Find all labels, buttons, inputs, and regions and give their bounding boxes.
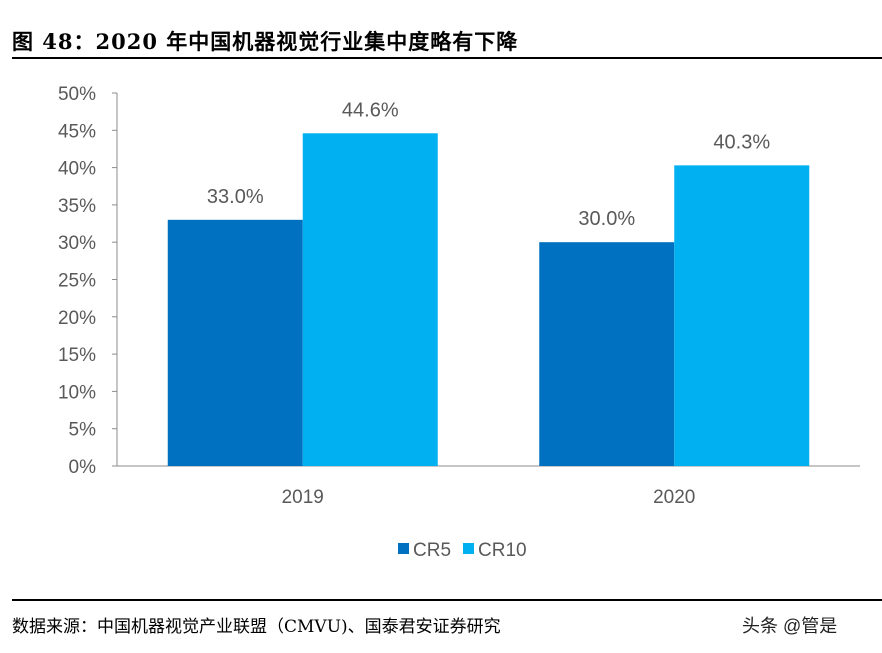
data-label: 44.6%	[342, 99, 399, 121]
data-label: 33.0%	[207, 186, 264, 208]
legend-label-cr5: CR5	[413, 540, 451, 561]
y-tick-label: 30%	[58, 233, 96, 254]
y-tick-label: 15%	[58, 345, 96, 366]
x-tick-label: 2020	[653, 487, 695, 508]
y-tick-label: 0%	[69, 457, 97, 478]
source-note: 数据来源：中国机器视觉产业联盟（CMVU)、国泰君安证券研究	[12, 617, 501, 637]
legend-swatch-cr10	[463, 543, 474, 554]
y-tick-label: 5%	[69, 420, 97, 441]
bar-cr5-2020	[539, 242, 675, 466]
y-tick-label: 40%	[58, 159, 96, 180]
x-tick-label: 2019	[282, 487, 324, 508]
footer-rule	[12, 599, 882, 601]
y-tick-label: 45%	[58, 121, 96, 142]
legend-label-cr10: CR10	[478, 540, 527, 561]
watermark: 头条 @管是	[742, 616, 838, 636]
y-tick-label: 25%	[58, 271, 96, 292]
bar-chart: 0% 5% 10% 15% 20% 25% 30% 35% 40% 45% 50% 2019 33.0%…	[58, 84, 860, 561]
y-tick-label: 10%	[58, 382, 96, 403]
title-rule	[12, 57, 882, 59]
y-tick-label: 20%	[58, 308, 96, 329]
bar-cr10-2020	[674, 165, 810, 466]
legend-swatch-cr5	[398, 543, 409, 554]
y-tick-label: 50%	[58, 84, 96, 105]
chart-title: 图 48：2020 年中国机器视觉行业集中度略有下降	[12, 29, 519, 54]
y-tick-label: 35%	[58, 196, 96, 217]
data-label: 30.0%	[578, 208, 635, 230]
data-label: 40.3%	[713, 131, 770, 153]
bar-cr5-2019	[167, 219, 303, 466]
bar-cr10-2019	[302, 133, 438, 466]
